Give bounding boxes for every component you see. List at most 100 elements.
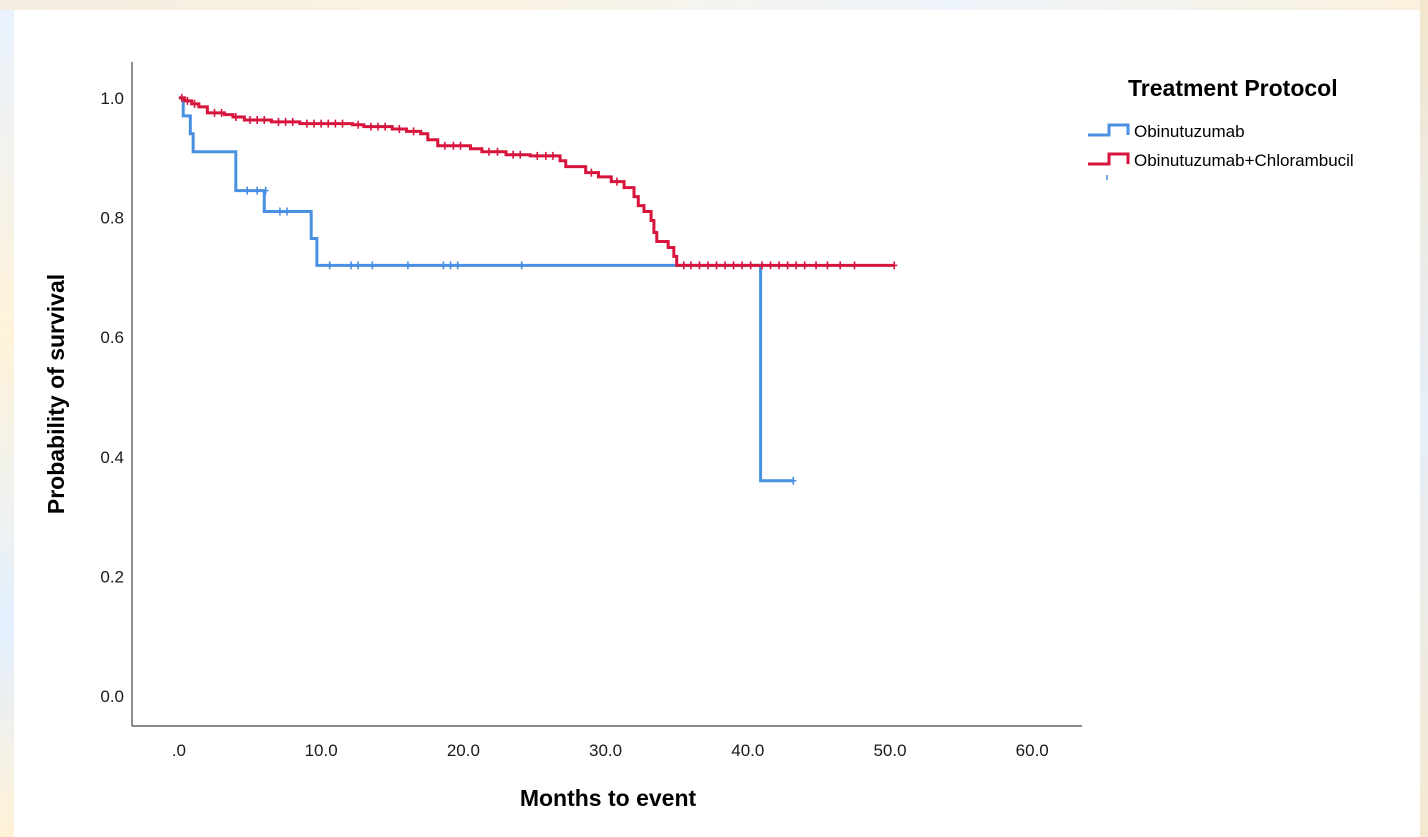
censor-mark-obinutuzumab-chlorambucil	[261, 116, 268, 125]
censor-mark-obinutuzumab-chlorambucil	[325, 119, 332, 128]
censor-mark-obinutuzumab	[790, 476, 797, 485]
censor-mark-obinutuzumab	[276, 207, 283, 216]
censor-mark-obinutuzumab-chlorambucil	[767, 261, 774, 270]
censor-mark-obinutuzumab-chlorambucil	[450, 141, 457, 150]
x-tick-label: 40.0	[731, 741, 764, 760]
censor-mark-obinutuzumab-chlorambucil	[254, 116, 261, 125]
censor-mark-obinutuzumab-chlorambucil	[813, 261, 820, 270]
censor-mark-obinutuzumab-chlorambucil	[311, 119, 318, 128]
censor-mark-obinutuzumab-chlorambucil	[739, 261, 746, 270]
censor-mark-obinutuzumab-chlorambucil	[232, 113, 239, 122]
legend-title: Treatment Protocol	[1128, 75, 1338, 101]
censor-mark-obinutuzumab-chlorambucil	[784, 261, 791, 270]
censor-mark-obinutuzumab-chlorambucil	[282, 117, 289, 126]
censor-mark-obinutuzumab-chlorambucil	[332, 119, 339, 128]
censor-mark-obinutuzumab-chlorambucil	[713, 261, 720, 270]
legend-item-obinutuzumab-chlorambucil: Obinutuzumab+Chlorambucil	[1088, 151, 1354, 170]
censor-mark-obinutuzumab-chlorambucil	[851, 261, 858, 270]
censor-mark-obinutuzumab	[244, 186, 251, 195]
censor-mark-obinutuzumab-chlorambucil	[759, 261, 766, 270]
censor-mark-obinutuzumab-chlorambucil	[289, 117, 296, 126]
censor-mark-obinutuzumab-chlorambucil	[247, 116, 254, 125]
censor-mark-obinutuzumab-chlorambucil	[549, 151, 556, 160]
censor-mark-obinutuzumab	[284, 207, 291, 216]
censor-mark-obinutuzumab-chlorambucil	[534, 151, 541, 160]
censor-mark-obinutuzumab-chlorambucil	[730, 261, 737, 270]
censor-mark-obinutuzumab-chlorambucil	[441, 141, 448, 150]
censor-mark-obinutuzumab	[348, 261, 355, 270]
censor-mark-obinutuzumab-chlorambucil	[542, 151, 549, 160]
censor-mark-obinutuzumab	[518, 261, 525, 270]
censor-mark-obinutuzumab-chlorambucil	[375, 122, 382, 131]
y-tick-label: 0.6	[100, 328, 124, 347]
legend-swatch-obinutuzumab-chlorambucil	[1088, 152, 1130, 166]
censor-mark-obinutuzumab-chlorambucil	[613, 177, 620, 186]
legend-label-obinutuzumab-chlorambucil: Obinutuzumab+Chlorambucil	[1134, 151, 1354, 170]
censor-mark-obinutuzumab-chlorambucil	[837, 261, 844, 270]
y-tick-label: 0.2	[100, 567, 124, 586]
legend-item-obinutuzumab: Obinutuzumab	[1088, 122, 1245, 141]
legend-label-obinutuzumab: Obinutuzumab	[1134, 122, 1245, 141]
x-tick-label: 50.0	[873, 741, 906, 760]
series-line-obinutuzumab	[178, 96, 794, 483]
censor-mark-obinutuzumab-chlorambucil	[410, 127, 417, 136]
censor-mark-obinutuzumab-chlorambucil	[178, 93, 185, 102]
censor-mark-obinutuzumab-chlorambucil	[824, 261, 831, 270]
censor-mark-obinutuzumab-chlorambucil	[517, 150, 524, 159]
x-tick-label: 30.0	[589, 741, 622, 760]
x-tick-label: 60.0	[1016, 741, 1049, 760]
background-edge-right	[1420, 0, 1428, 837]
censor-mark-obinutuzumab-chlorambucil	[801, 261, 808, 270]
censor-mark-obinutuzumab	[262, 186, 269, 195]
y-tick-label: 1.0	[100, 89, 124, 108]
censor-mark-obinutuzumab-chlorambucil	[303, 119, 310, 128]
background-edge-left	[0, 0, 14, 837]
censor-mark-obinutuzumab-chlorambucil	[494, 147, 501, 156]
censor-mark-obinutuzumab	[440, 261, 447, 270]
censor-mark-obinutuzumab-chlorambucil	[588, 168, 595, 177]
y-tick-label: 0.8	[100, 209, 124, 228]
x-tick-label: .0	[172, 741, 186, 760]
censor-mark-obinutuzumab-chlorambucil	[485, 147, 492, 156]
x-tick-label: 10.0	[305, 741, 338, 760]
censor-mark-obinutuzumab	[254, 186, 261, 195]
censor-mark-obinutuzumab	[404, 261, 411, 270]
censor-mark-obinutuzumab-chlorambucil	[510, 150, 517, 159]
censor-marks	[178, 93, 898, 485]
censor-mark-obinutuzumab-chlorambucil	[891, 261, 898, 270]
chart-paper	[14, 10, 1420, 837]
censor-mark-obinutuzumab-chlorambucil	[218, 108, 225, 117]
censor-mark-obinutuzumab	[369, 261, 376, 270]
censor-mark-obinutuzumab-chlorambucil	[696, 261, 703, 270]
censor-mark-obinutuzumab-chlorambucil	[457, 141, 464, 150]
censor-mark-obinutuzumab-chlorambucil	[382, 122, 389, 131]
censor-mark-obinutuzumab	[454, 261, 461, 270]
censor-mark-obinutuzumab-chlorambucil	[396, 124, 403, 133]
censor-mark-obinutuzumab	[447, 261, 454, 270]
censor-mark-obinutuzumab	[326, 261, 333, 270]
censor-mark-obinutuzumab-chlorambucil	[793, 261, 800, 270]
censor-mark-obinutuzumab-chlorambucil	[318, 119, 325, 128]
y-tick-label: 0.0	[100, 687, 124, 706]
tick-labels: .0 10.0 20.0 30.0 40.0 50.0 60.0 0.0 0.2 0.4 0.6 0.…	[100, 89, 1048, 760]
censor-mark-obinutuzumab-chlorambucil	[687, 261, 694, 270]
censor-mark-obinutuzumab-chlorambucil	[680, 261, 687, 270]
censor-mark-obinutuzumab-chlorambucil	[776, 261, 783, 270]
y-tick-label: 0.4	[100, 448, 124, 467]
censor-mark-obinutuzumab	[355, 261, 362, 270]
censor-mark-obinutuzumab-chlorambucil	[367, 122, 374, 131]
background-edge-top	[0, 0, 1428, 10]
censor-mark-obinutuzumab-chlorambucil	[211, 108, 218, 117]
censor-mark-obinutuzumab-chlorambucil	[184, 96, 191, 105]
axes	[131, 62, 1082, 727]
censor-mark-obinutuzumab-chlorambucil	[355, 120, 362, 129]
censor-mark-obinutuzumab-chlorambucil	[747, 261, 754, 270]
legend-swatch-obinutuzumab	[1088, 123, 1130, 137]
censor-mark-obinutuzumab-chlorambucil	[722, 261, 729, 270]
y-axis-title: Probability of survival	[43, 274, 69, 514]
censor-mark-obinutuzumab-chlorambucil	[191, 99, 198, 108]
censor-mark-obinutuzumab-chlorambucil	[275, 117, 282, 126]
x-tick-label: 20.0	[447, 741, 480, 760]
censor-mark-obinutuzumab-chlorambucil	[339, 119, 346, 128]
